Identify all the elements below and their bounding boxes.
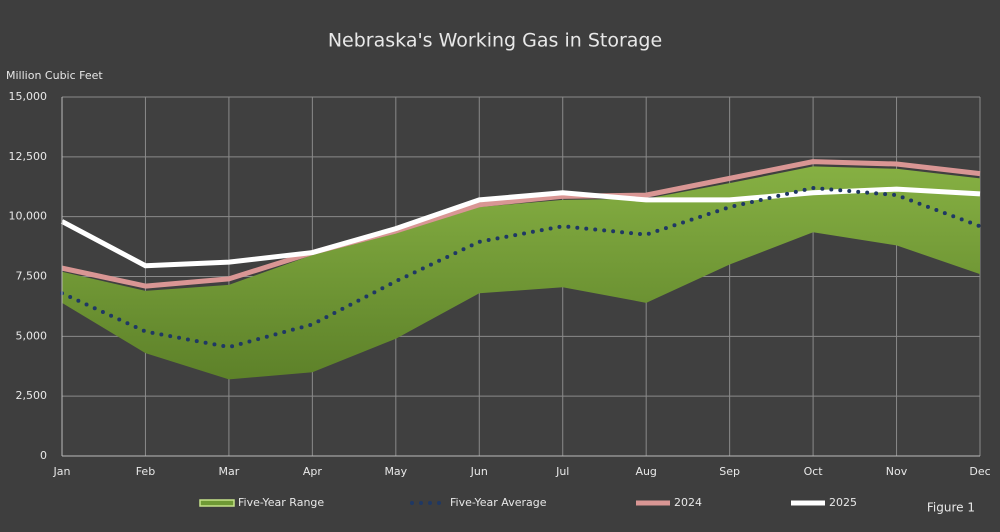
x-tick-label: Sep [719, 465, 740, 478]
y-tick-label: 2,500 [16, 389, 48, 402]
y-tick-label: 10,000 [9, 210, 48, 223]
chart-title: Nebraska's Working Gas in Storage [328, 30, 662, 52]
series-line [60, 185, 982, 350]
x-tick-label: Jul [555, 465, 569, 478]
x-tick-label: Jun [470, 465, 488, 478]
series-line [60, 186, 981, 269]
figure-label: Figure 1 [927, 501, 975, 515]
x-tick-label: Mar [219, 465, 240, 478]
x-tick-label: Feb [136, 465, 155, 478]
y-tick-label: 7,500 [16, 270, 48, 283]
x-tick-label: May [384, 465, 407, 478]
x-tick-label: Jan [53, 465, 71, 478]
y-tick-label: 15,000 [9, 90, 48, 103]
legend-label: 2024 [674, 496, 702, 509]
legend-swatch [199, 499, 235, 507]
x-tick-label: Nov [886, 465, 908, 478]
y-axis-label: Million Cubic Feet [6, 69, 103, 82]
y-tick-label: 12,500 [9, 150, 48, 163]
x-tick-label: Apr [303, 465, 323, 478]
legend-label: Five-Year Range [238, 496, 324, 509]
x-tick-label: Dec [969, 465, 990, 478]
range-area [62, 166, 980, 380]
legend-label: 2025 [829, 496, 857, 509]
x-tick-label: Aug [635, 465, 656, 478]
x-tick-label: Oct [804, 465, 824, 478]
series-line [61, 159, 981, 289]
y-tick-label: 5,000 [16, 329, 48, 342]
y-tick-label: 0 [40, 449, 47, 462]
legend-label: Five-Year Average [450, 496, 547, 509]
